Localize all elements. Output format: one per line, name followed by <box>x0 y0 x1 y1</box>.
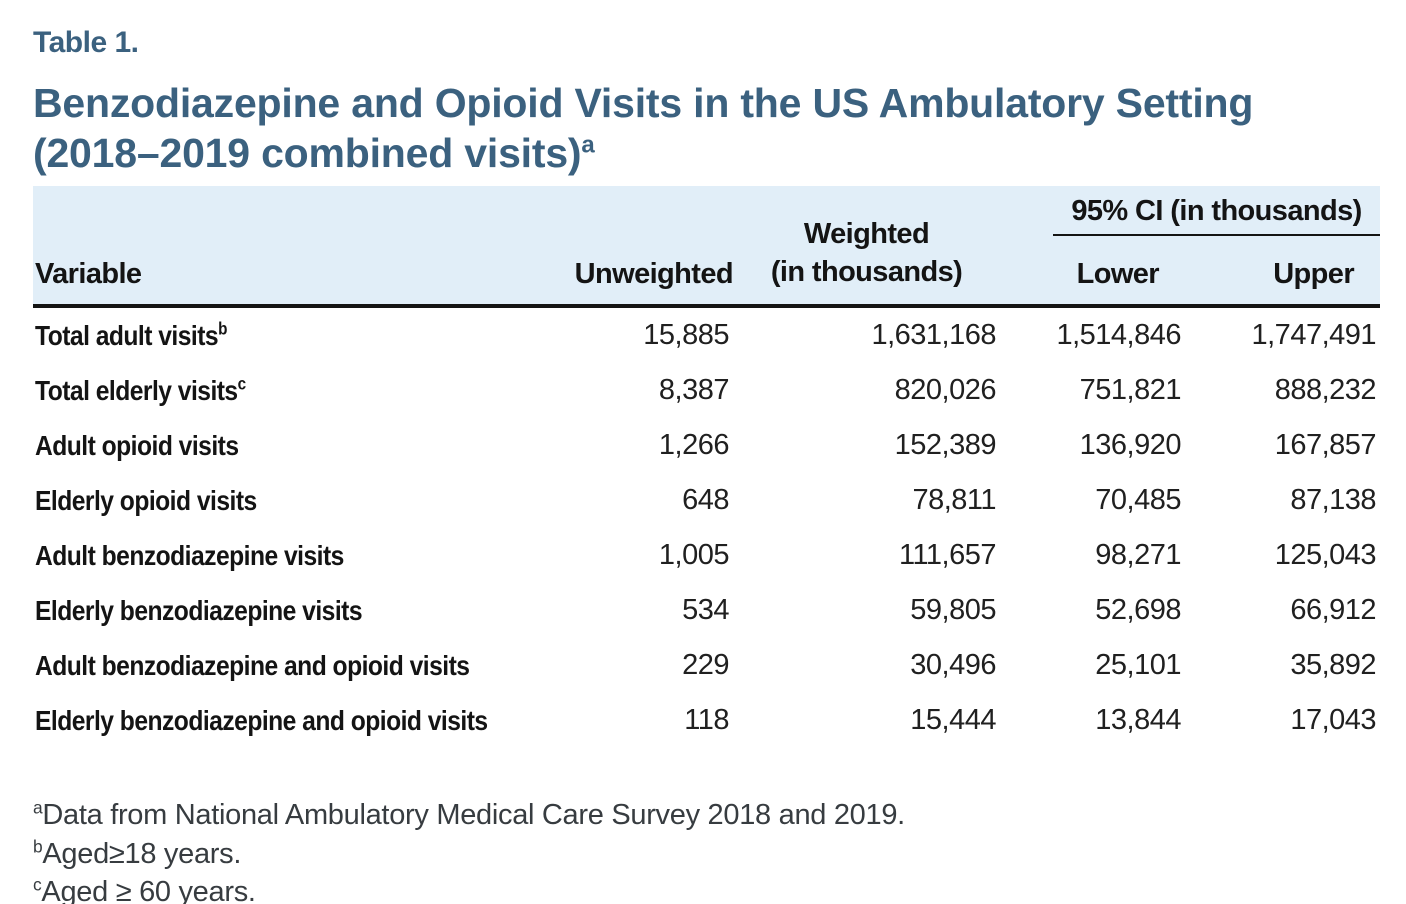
ci-lower-cell: 136,920 <box>1079 429 1182 461</box>
table-row: Adult opioid visits 1,266 152,389 136,92… <box>33 418 1380 473</box>
ci-upper-cell: 167,857 <box>1274 429 1377 461</box>
unweighted-cell: 534 <box>682 594 729 626</box>
table-header: Variable Unweighted Weighted (in thousan… <box>33 186 1381 306</box>
ci-upper-cell: 66,912 <box>1290 594 1377 626</box>
row-superscript: c <box>237 373 247 394</box>
unweighted-cell: 118 <box>684 704 729 736</box>
ci-upper-cell: 87,138 <box>1290 484 1377 516</box>
weighted-cell: 15,444 <box>910 704 996 736</box>
unweighted-cell: 1,005 <box>658 539 730 571</box>
title-line-2: (2018–2019 combined visits) <box>33 130 582 176</box>
weighted-cell: 30,496 <box>910 649 996 681</box>
column-header-upper: Upper <box>1185 236 1381 306</box>
figure-content: Table 1. Benzodiazepine and Opioid Visit… <box>0 26 1406 904</box>
table-row: Total adult visitsb 15,885 1,631,168 1,5… <box>33 304 1381 363</box>
footnote-b: bAged≥18 years. <box>33 835 1380 874</box>
unweighted-cell: 8,387 <box>658 374 730 406</box>
unweighted-cell: 1,266 <box>658 429 730 461</box>
title-superscript: a <box>581 131 595 159</box>
column-header-lower: Lower <box>1000 236 1185 306</box>
page-title: Benzodiazepine and Opioid Visits in the … <box>33 78 1380 178</box>
footnote-c: cAged ≥ 60 years. <box>33 873 1380 904</box>
variable-cell: Elderly benzodiazepine and opioid visits <box>35 704 488 736</box>
ci-lower-cell: 52,698 <box>1095 594 1181 626</box>
variable-cell: Adult benzodiazepine and opioid visits <box>35 649 470 681</box>
variable-cell: Adult opioid visits <box>35 429 239 461</box>
unweighted-cell: 15,885 <box>560 304 733 363</box>
header-row-group: Variable Unweighted Weighted (in thousan… <box>33 186 1381 306</box>
table-row: Elderly benzodiazepine visits 534 59,805… <box>33 583 1380 638</box>
variable-cell: Adult benzodiazepine visits <box>35 539 344 571</box>
table-body: Total adult visitsb 15,885 1,631,168 1,5… <box>33 304 1381 748</box>
table-row: Adult benzodiazepine visits 1,005 111,65… <box>33 528 1380 583</box>
weighted-cell: 1,631,168 <box>733 304 1000 363</box>
unweighted-cell: 229 <box>682 649 729 681</box>
header-row-sub: Lower Upper <box>33 236 1381 306</box>
weighted-cell: 111,657 <box>898 539 997 571</box>
footnote-a-marker: a <box>33 797 43 818</box>
ci-lower-cell: 70,485 <box>1095 484 1181 516</box>
footnote-b-text: Aged≥18 years. <box>42 837 242 870</box>
ci-lower-cell: 25,101 <box>1095 649 1181 681</box>
footnote-b-marker: b <box>33 835 43 856</box>
footnote-c-marker: c <box>33 874 42 895</box>
column-header-variable: Variable <box>33 186 560 306</box>
ci-upper-cell: 1,747,491 <box>1185 304 1381 363</box>
table-row: Total elderly visitsc 8,387 820,026 751,… <box>33 363 1380 418</box>
weighted-cell: 59,805 <box>910 594 996 626</box>
ci-lower-cell: 98,271 <box>1095 539 1181 571</box>
title-line-1: Benzodiazepine and Opioid Visits in the … <box>33 80 1254 126</box>
data-table: Variable Unweighted Weighted (in thousan… <box>33 186 1381 748</box>
ci-upper-cell: 17,043 <box>1290 704 1377 736</box>
weighted-cell: 152,389 <box>894 429 997 461</box>
footnote-a-text: Data from National Ambulatory Medical Ca… <box>42 799 905 831</box>
weighted-cell: 78,811 <box>912 484 996 516</box>
row-superscript: b <box>218 318 227 339</box>
variable-cell: Total adult visitsb <box>33 304 560 363</box>
footnote-c-text: Aged ≥ 60 years. <box>41 876 256 904</box>
variable-cell: Elderly benzodiazepine visits <box>35 594 363 626</box>
ci-group-header: 95% CI (in thousands) <box>1000 186 1381 236</box>
table-row: Adult benzodiazepine and opioid visits 2… <box>33 638 1380 693</box>
table-label: Table 1. <box>33 26 139 59</box>
unweighted-cell: 648 <box>682 484 729 516</box>
table-row: Elderly benzodiazepine and opioid visits… <box>33 693 1380 748</box>
ci-lower-cell: 751,821 <box>1079 374 1182 406</box>
footnote-a: aData from National Ambulatory Medical C… <box>33 796 1380 835</box>
ci-upper-cell: 35,892 <box>1290 649 1377 681</box>
ci-upper-cell: 888,232 <box>1274 374 1377 406</box>
variable-cell: Elderly opioid visits <box>35 484 257 516</box>
weighted-cell: 820,026 <box>894 374 997 406</box>
column-header-weighted: Weighted (in thousands) <box>733 186 1000 306</box>
ci-upper-cell: 125,043 <box>1274 539 1377 571</box>
table-row: Elderly opioid visits 648 78,811 70,485 … <box>33 473 1380 528</box>
ci-group-label: 95% CI (in thousands) <box>1053 186 1381 236</box>
ci-lower-cell: 13,844 <box>1095 704 1181 736</box>
variable-cell: Total elderly visitsc <box>35 373 247 406</box>
ci-lower-cell: 1,514,846 <box>1000 304 1185 363</box>
footnotes: aData from National Ambulatory Medical C… <box>33 796 1380 904</box>
weighted-header-line-1: Weighted <box>803 218 930 250</box>
weighted-header-line-2: (in thousands) <box>770 256 963 288</box>
column-header-unweighted: Unweighted <box>560 186 734 306</box>
